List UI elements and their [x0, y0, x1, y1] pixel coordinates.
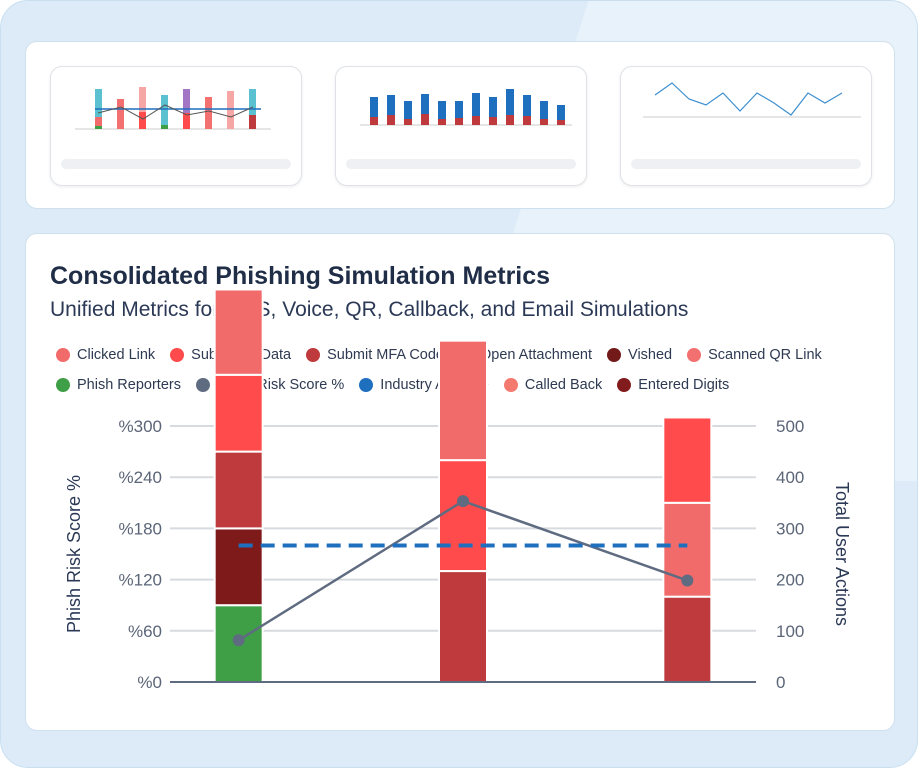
- y-tick-label: %120: [119, 571, 162, 590]
- legend-item[interactable]: Scanned QR Link: [687, 347, 822, 363]
- thumbnail-2-graphic: [360, 89, 572, 126]
- legend-item[interactable]: Called Back: [503, 377, 603, 393]
- bar-segment: [438, 459, 488, 573]
- thumbnail-3-caption-placeholder: [631, 159, 861, 169]
- y2-tick-label: 500: [776, 417, 804, 436]
- legend-swatch: [56, 348, 70, 362]
- thumbnail-3-graphic: [643, 82, 861, 118]
- legend-swatch: [56, 378, 70, 392]
- legend-label: Entered Digits: [638, 377, 730, 393]
- y-tick-label: %240: [119, 468, 162, 487]
- y2-tick-label: 100: [776, 622, 804, 641]
- legend-item[interactable]: Entered Digits: [617, 377, 729, 393]
- legend-label: Open Attachment: [479, 347, 593, 363]
- risk-score-point: [232, 634, 245, 647]
- bar-segment: [438, 339, 488, 462]
- y2-tick-label: 200: [776, 571, 804, 590]
- legend-swatch: [359, 378, 374, 392]
- bar-segment: [438, 570, 488, 684]
- y-tick-label: %60: [128, 622, 162, 641]
- legend-label: Clicked Link: [77, 347, 156, 363]
- thumbnail-1-caption-placeholder: [61, 159, 291, 169]
- legend-item[interactable]: Vished: [607, 347, 672, 363]
- y-tick-label: %0: [137, 673, 162, 692]
- legend-swatch: [195, 378, 210, 392]
- bar-segment: [662, 416, 713, 504]
- main-chart-card: Consolidated Phishing Simulation Metrics…: [25, 233, 895, 731]
- legend-label: Phish Reporters: [77, 377, 181, 393]
- y-tick-label: %300: [119, 417, 162, 436]
- legend-item[interactable]: Phish Reporters: [56, 377, 181, 393]
- legend-label: Vished: [628, 347, 673, 363]
- legend-swatch: [607, 348, 622, 362]
- bar-segment: [662, 595, 713, 683]
- legend-label: Submit MFA Code: [327, 347, 444, 363]
- y-axis-title: Phish Risk Score %: [64, 475, 84, 633]
- thumbnail-1-graphic: [75, 87, 271, 130]
- thumbnail-2-caption-placeholder: [346, 159, 576, 169]
- risk-score-point: [681, 574, 694, 587]
- y2-tick-label: 0: [776, 673, 785, 692]
- thumbnail-bar-line-chart[interactable]: [50, 66, 302, 186]
- legend-swatch: [170, 348, 185, 362]
- y-tick-label: %180: [119, 519, 162, 538]
- y2-tick-label: 300: [776, 519, 804, 538]
- legend-swatch: [617, 378, 632, 392]
- y2-axis-title: Total User Actions: [832, 482, 852, 626]
- legend-label: Called Back: [524, 377, 603, 393]
- legend-row: Phish Reporters Phish Risk Score % Industr…: [56, 370, 886, 400]
- legend-item[interactable]: Submit MFA Code: [306, 347, 444, 363]
- legend-swatch: [687, 348, 702, 362]
- chart-plot-area: %0 0 %60 100 %120 200 %180 300 %240 400 %300 500 Phi…: [64, 288, 852, 692]
- thumbnail-line-chart[interactable]: [620, 66, 872, 186]
- legend-swatch: [306, 348, 321, 362]
- chart-title: Consolidated Phishing Simulation Metrics: [50, 262, 551, 290]
- bar-segment: [213, 450, 264, 530]
- chart-subtitle: Unified Metrics for SMS, Voice, QR, Call…: [50, 298, 689, 321]
- bar-segment: [213, 527, 264, 607]
- chart-thumbnails-panel: [25, 41, 895, 209]
- legend-item[interactable]: Clicked Link: [56, 347, 155, 363]
- bar-segment: [213, 373, 264, 453]
- risk-score-point: [457, 495, 469, 508]
- legend-swatch: [503, 378, 518, 392]
- y2-tick-label: 400: [776, 468, 804, 487]
- bar-segment: [213, 288, 264, 376]
- legend-label: Scanned QR Link: [708, 347, 822, 363]
- thumbnail-stacked-bar-chart[interactable]: [335, 66, 587, 186]
